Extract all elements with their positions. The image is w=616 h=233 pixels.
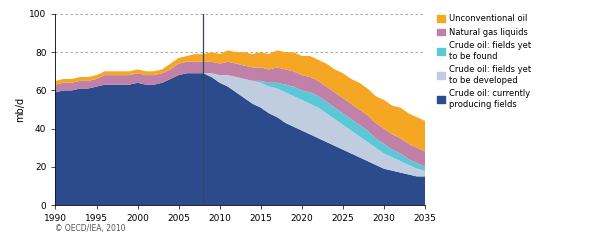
Y-axis label: mb/d: mb/d — [15, 97, 25, 122]
Legend: Unconventional oil, Natural gas liquids, Crude oil: fields yet
to be found, Crud: Unconventional oil, Natural gas liquids,… — [437, 14, 531, 109]
Text: © OECD/IEA, 2010: © OECD/IEA, 2010 — [55, 224, 126, 233]
